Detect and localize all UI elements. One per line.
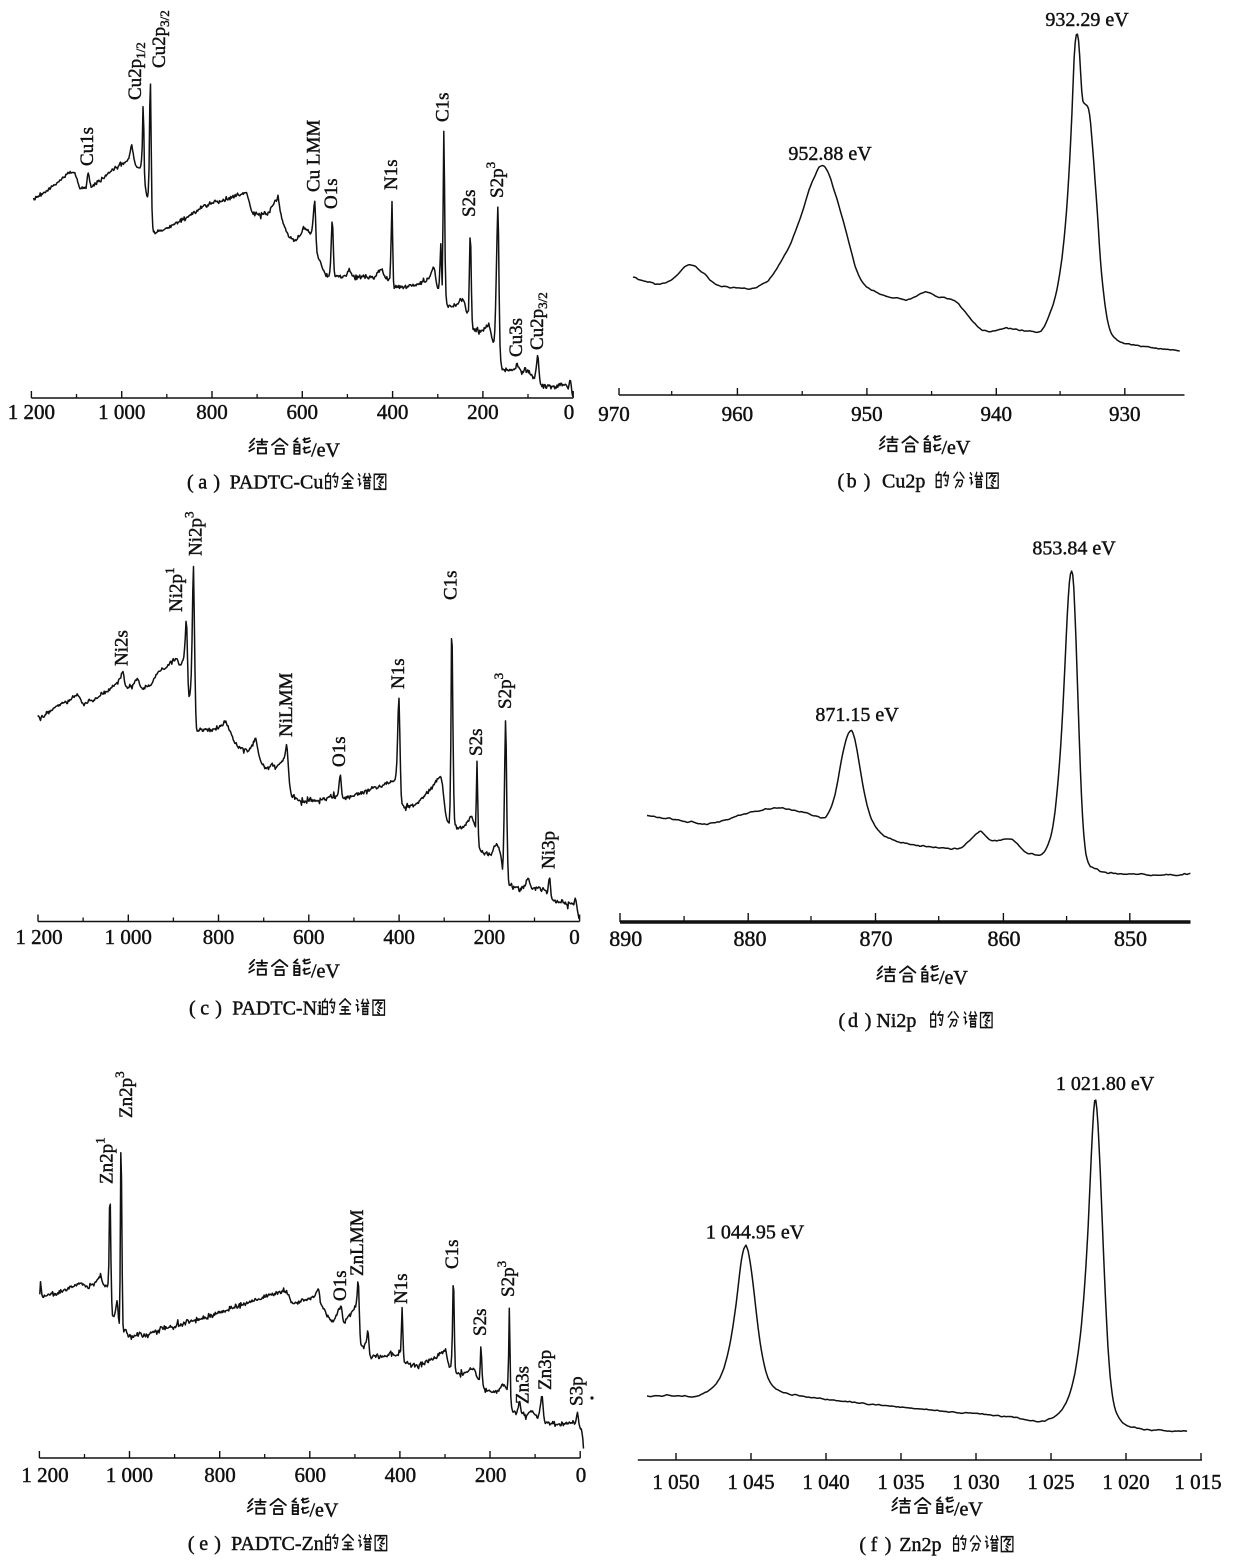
svg-text:0: 0 [564, 400, 575, 424]
svg-text:1 000: 1 000 [105, 925, 152, 949]
svg-text:870: 870 [860, 926, 893, 951]
svg-text:1 045: 1 045 [727, 1470, 774, 1494]
svg-text:952.88 eV: 952.88 eV [788, 143, 872, 165]
svg-text:Cu3s: Cu3s [506, 318, 527, 357]
svg-text:(f)Zn2p: (f) Zn2p [859, 1534, 941, 1556]
svg-text:1 200: 1 200 [8, 400, 55, 424]
svg-text:1 200: 1 200 [15, 925, 62, 949]
svg-text:/eV: /eV [939, 967, 968, 989]
svg-text:1 000: 1 000 [106, 1463, 153, 1487]
svg-text:850: 850 [1114, 926, 1147, 951]
svg-text:Zn3p: Zn3p [535, 1350, 556, 1390]
svg-text:(e)PADTC-Zn: (e) PADTC-Zn [188, 1533, 324, 1555]
svg-text:Cu1s: Cu1s [77, 127, 98, 166]
svg-text:ZnLMM: ZnLMM [347, 1209, 368, 1276]
svg-text:Ni2p1: Ni2p1 [162, 568, 187, 613]
svg-text:O1s: O1s [321, 178, 342, 209]
svg-text:N1s: N1s [388, 658, 409, 689]
svg-text:930: 930 [1109, 402, 1141, 426]
svg-text:/eV: /eV [954, 1499, 983, 1521]
svg-text:1 030: 1 030 [952, 1470, 999, 1494]
svg-text:200: 200 [474, 925, 506, 949]
svg-text:S3p: S3p [566, 1376, 587, 1406]
svg-text:800: 800 [204, 1463, 236, 1487]
svg-text:950: 950 [851, 402, 883, 426]
svg-text:400: 400 [385, 1463, 417, 1487]
svg-text:1 200: 1 200 [21, 1463, 68, 1487]
svg-text:1 025: 1 025 [1027, 1470, 1074, 1494]
svg-text:400: 400 [377, 400, 409, 424]
svg-text:Zn3s: Zn3s [512, 1366, 533, 1404]
svg-text:NiLMM: NiLMM [276, 673, 297, 738]
svg-text:960: 960 [722, 402, 754, 426]
svg-text:O1s: O1s [329, 736, 350, 767]
svg-text:/eV: /eV [311, 439, 340, 461]
svg-text:S2s: S2s [470, 1309, 491, 1336]
svg-text:871.15 eV: 871.15 eV [815, 704, 899, 726]
svg-text:1 035: 1 035 [877, 1470, 924, 1494]
svg-text:1 021.80 eV: 1 021.80 eV [1056, 1073, 1155, 1095]
svg-text:1 020: 1 020 [1102, 1470, 1149, 1494]
svg-text:(d)Ni2p: (d) Ni2p [839, 1010, 917, 1032]
svg-text:(c)PADTC-Ni: (c) PADTC-Ni [189, 998, 323, 1020]
svg-text:S2s: S2s [466, 729, 487, 756]
svg-text:800: 800 [196, 400, 228, 424]
svg-text:200: 200 [467, 400, 499, 424]
svg-text:C1s: C1s [441, 570, 462, 600]
svg-text:890: 890 [609, 926, 642, 951]
svg-text:860: 860 [988, 926, 1021, 951]
svg-text:S2s: S2s [459, 190, 480, 217]
svg-text:1 000: 1 000 [98, 400, 145, 424]
svg-text:C1s: C1s [442, 1239, 463, 1269]
svg-text:/eV: /eV [310, 1500, 339, 1522]
svg-text:1 015: 1 015 [1174, 1470, 1221, 1494]
svg-text:(b)Cu2p: (b) Cu2p [838, 471, 926, 493]
svg-text:600: 600 [294, 1463, 326, 1487]
svg-text:400: 400 [383, 925, 415, 949]
svg-text:0: 0 [576, 1463, 587, 1487]
svg-text:/eV: /eV [942, 437, 971, 459]
svg-text:Ni3p: Ni3p [538, 831, 559, 869]
svg-text:Ni2p3: Ni2p3 [181, 512, 206, 557]
svg-text:880: 880 [734, 926, 767, 951]
svg-text:600: 600 [293, 925, 325, 949]
svg-text:853.84 eV: 853.84 eV [1032, 538, 1116, 560]
svg-text:/eV: /eV [311, 961, 340, 983]
svg-text:940: 940 [981, 402, 1013, 426]
svg-text:C1s: C1s [432, 92, 453, 122]
svg-text:Zn2p3: Zn2p3 [112, 1071, 137, 1118]
svg-text:O1s: O1s [330, 1270, 351, 1301]
svg-text:932.29 eV: 932.29 eV [1045, 9, 1129, 31]
svg-text:800: 800 [203, 925, 235, 949]
svg-text:Ni2s: Ni2s [112, 630, 133, 666]
svg-text:Cu LMM: Cu LMM [303, 120, 324, 192]
svg-text:1 050: 1 050 [652, 1470, 699, 1494]
svg-text:0: 0 [569, 925, 580, 949]
svg-text:970: 970 [598, 402, 630, 426]
svg-text:200: 200 [475, 1463, 507, 1487]
svg-text:(a)PADTC-Cu: (a) PADTC-Cu [187, 472, 323, 494]
svg-text:1 040: 1 040 [802, 1470, 849, 1494]
svg-text:Zn2p1: Zn2p1 [92, 1137, 117, 1184]
svg-text:N1s: N1s [391, 1273, 412, 1304]
svg-text:N1s: N1s [381, 159, 402, 190]
svg-text:1 044.95 eV: 1 044.95 eV [706, 1222, 805, 1244]
svg-text:600: 600 [287, 400, 319, 424]
